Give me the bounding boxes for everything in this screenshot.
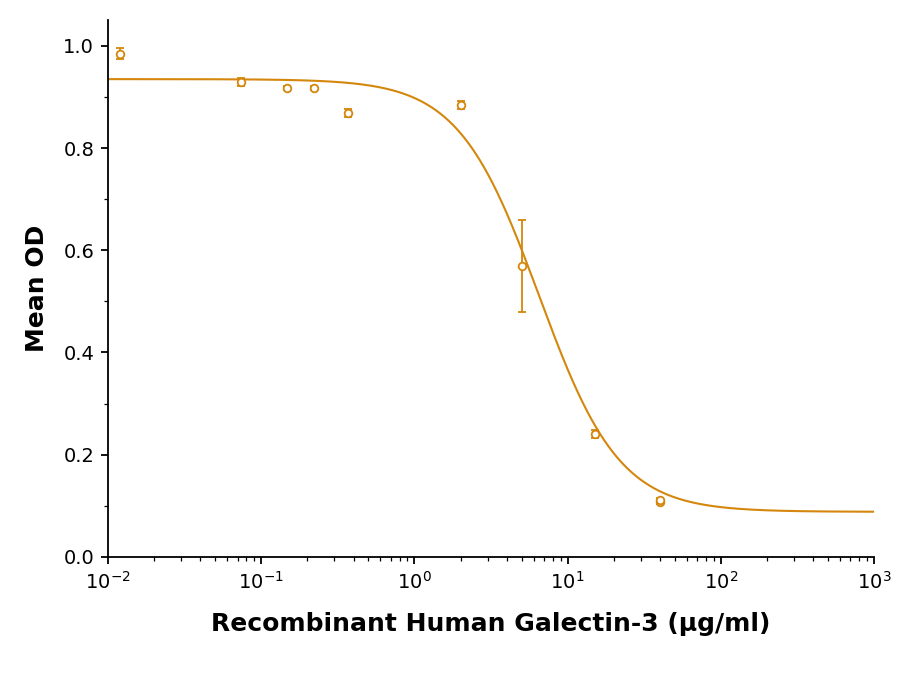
X-axis label: Recombinant Human Galectin-3 (μg/ml): Recombinant Human Galectin-3 (μg/ml) xyxy=(212,612,770,636)
Y-axis label: Mean OD: Mean OD xyxy=(25,225,50,352)
